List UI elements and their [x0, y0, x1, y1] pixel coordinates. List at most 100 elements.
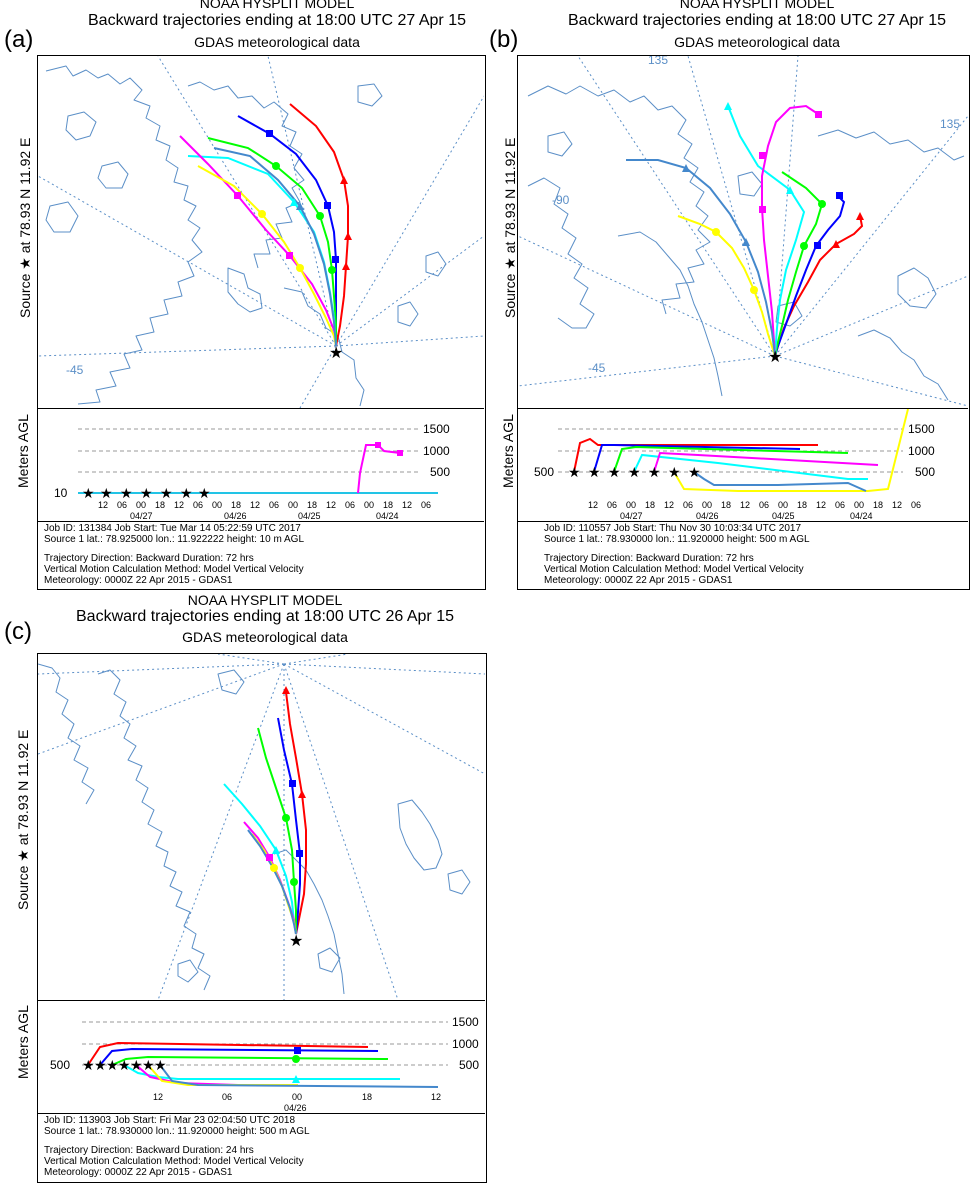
time-tick-label: 06 — [835, 500, 845, 510]
panel-label: (a) — [4, 26, 34, 53]
trajectory-line — [197, 165, 337, 347]
trajectory-marker — [316, 212, 324, 220]
height-trajectory-marker — [397, 450, 403, 456]
time-tick-label: 12 — [402, 500, 412, 510]
height-trajectory-marker — [294, 1047, 301, 1054]
trajectory-marker — [266, 854, 273, 861]
height-trajectory-line — [99, 1047, 379, 1066]
trajectory-marker — [290, 198, 298, 206]
height-trajectory-marker — [375, 442, 381, 448]
trajectory-marker — [856, 212, 864, 220]
panel-c: (c) NOAA HYSPLIT MODEL Backward trajecto… — [0, 592, 490, 1183]
time-tick-label: 06 — [269, 500, 279, 510]
svg-text:★: ★ — [94, 1057, 107, 1073]
trajectory-line — [774, 195, 846, 357]
time-tick-label: 18 — [873, 500, 883, 510]
height-tick-label: 1000 — [908, 444, 935, 458]
time-tick-label: 18 — [383, 500, 393, 510]
chart-title: NOAA HYSPLIT MODEL — [187, 592, 343, 608]
trajectory-marker — [340, 176, 348, 184]
panel-label: (b) — [489, 26, 519, 53]
trajectory-marker — [342, 262, 350, 270]
height-profile: 1500 1000 500 500 ★ ★ ★ ★ ★ ★ ★ 12 06 00 18 12 — [50, 1015, 479, 1113]
graticule — [38, 654, 485, 1000]
time-tick-label: 00 — [778, 500, 788, 510]
trajectory-marker — [344, 232, 352, 240]
time-tick-label: 00 — [136, 500, 146, 510]
source-star-icon: ★ — [289, 933, 303, 950]
time-tick-label: 06 — [607, 500, 617, 510]
time-tick-labels: 12 06 00 18 12 06 00 18 12 06 00 18 12 0… — [588, 500, 921, 510]
trajectory-line — [179, 135, 337, 347]
start-stars: ★ ★ ★ ★ ★ ★ ★ — [82, 1057, 167, 1073]
svg-text:★: ★ — [160, 485, 173, 501]
time-tick-labels: 12 06 00 18 12 06 00 18 12 06 00 18 12 0… — [98, 500, 431, 510]
trajectory-marker — [815, 111, 822, 118]
trajectory-marker — [750, 286, 758, 294]
start-stars: ★ ★ ★ ★ ★ ★ ★ — [82, 485, 211, 501]
info-line: Source 1 lat.: 78.930000 lon.: 11.920000… — [44, 1126, 310, 1137]
height-axis-label: Meters AGL — [15, 1005, 31, 1079]
svg-text:★: ★ — [82, 1057, 95, 1073]
svg-text:★: ★ — [668, 464, 681, 480]
svg-text:★: ★ — [588, 464, 601, 480]
date-label: 04/24 — [850, 511, 873, 521]
time-tick-label: 12 — [588, 500, 598, 510]
time-tick-label: 00 — [292, 1092, 302, 1102]
trajectory-line — [626, 159, 776, 357]
height-profile: 1500 1000 500 10 ★ ★ ★ ★ ★ ★ ★ 12 06 00 18 12 … — [54, 422, 450, 521]
time-tick-label: 06 — [683, 500, 693, 510]
job-info: Job ID: 131384 Job Start: Tue Mar 14 05:… — [44, 523, 304, 586]
time-tick-label: 06 — [421, 500, 431, 510]
svg-text:★: ★ — [628, 464, 641, 480]
time-tick-label: 00 — [364, 500, 374, 510]
info-line: Source 1 lat.: 78.925000 lon.: 11.922222… — [44, 534, 305, 545]
panel-label: (c) — [4, 618, 32, 645]
time-tick-label: 18 — [362, 1092, 372, 1102]
trajectory-line — [677, 215, 776, 357]
trajectory-marker — [296, 264, 304, 272]
trajectory-marker — [800, 242, 808, 250]
date-labels: 04/27 04/26 04/25 04/24 — [620, 511, 873, 521]
chart-title: NOAA HYSPLIT MODEL — [199, 0, 355, 11]
time-tick-label: 18 — [307, 500, 317, 510]
chart-subtitle: Backward trajectories ending at 18:00 UT… — [568, 12, 946, 29]
svg-text:★: ★ — [82, 485, 95, 501]
svg-text:★: ★ — [100, 485, 113, 501]
time-tick-label: 12 — [816, 500, 826, 510]
trajectory-marker — [289, 780, 296, 787]
height-trajectory-line — [613, 445, 849, 473]
height-tick-label: 500 — [459, 1058, 479, 1072]
trajectory-line — [285, 691, 307, 935]
date-label: 04/25 — [772, 511, 795, 521]
height-trajectory-line — [357, 444, 401, 494]
source-label: Source ★ at 78.93 N 11.92 E — [17, 137, 33, 318]
info-line: Source 1 lat.: 78.930000 lon.: 11.920000… — [544, 534, 810, 545]
trajectory-line — [187, 155, 337, 347]
chart-subtitle: Backward trajectories ending at 18:00 UT… — [76, 608, 454, 625]
map-divider — [517, 408, 968, 409]
time-tick-label: 00 — [212, 500, 222, 510]
trajectory-marker — [272, 846, 280, 854]
start-stars: ★ ★ ★ ★ ★ ★ ★ — [568, 464, 701, 480]
trajectory-marker — [258, 210, 266, 218]
svg-text:★: ★ — [180, 485, 193, 501]
date-label: 04/24 — [376, 511, 399, 521]
svg-text:★: ★ — [142, 1057, 155, 1073]
svg-text:★: ★ — [120, 485, 133, 501]
date-label: 04/26 — [284, 1103, 307, 1113]
info-line: Vertical Motion Calculation Method: Mode… — [544, 564, 804, 575]
svg-text:★: ★ — [130, 1057, 143, 1073]
trajectory-marker — [818, 200, 826, 208]
trajectory-line — [277, 717, 301, 935]
trajectories — [223, 691, 307, 935]
map-longitude-label: -90 — [552, 193, 570, 207]
trajectory-marker — [332, 256, 339, 263]
info-divider — [37, 1113, 485, 1114]
trajectory-line — [223, 783, 297, 935]
chart-meteo-label: GDAS meteorological data — [674, 34, 840, 50]
trajectory-marker — [759, 206, 766, 213]
height-tick-label: 1000 — [423, 444, 450, 458]
height-axis-label: Meters AGL — [15, 414, 31, 488]
trajectory-marker — [759, 152, 766, 159]
